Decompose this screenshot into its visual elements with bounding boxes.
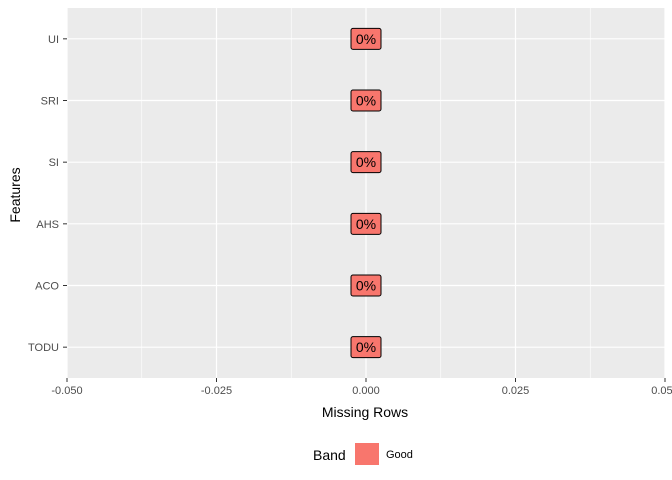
data-label-box bbox=[350, 27, 382, 50]
y-tick-label: AHS bbox=[36, 219, 59, 231]
x-tick-label: 0.050 bbox=[651, 385, 672, 397]
data-label-box bbox=[350, 212, 382, 235]
y-axis-title: Features bbox=[7, 167, 23, 222]
y-axis: UI SRI SI AHS ACO TODU bbox=[28, 34, 67, 354]
legend-key-good bbox=[355, 443, 379, 465]
data-label: 0% bbox=[356, 278, 376, 294]
y-tick-label: SI bbox=[49, 157, 59, 169]
y-tick-label: ACO bbox=[35, 281, 59, 293]
data-label: 0% bbox=[356, 154, 376, 170]
data-label-box bbox=[350, 151, 382, 174]
x-axis: -0.050 -0.025 0.000 0.025 0.050 bbox=[51, 378, 672, 397]
y-tick-label: SRI bbox=[41, 96, 59, 108]
minor-gridlines bbox=[141, 8, 591, 378]
data-label-box bbox=[350, 274, 382, 297]
data-labels: 0% 0% 0% 0% 0% 0% bbox=[350, 27, 382, 359]
x-tick-label: 0.000 bbox=[352, 385, 380, 397]
x-tick-label: -0.050 bbox=[51, 385, 82, 397]
x-axis-title: Missing Rows bbox=[322, 404, 408, 420]
data-label: 0% bbox=[356, 93, 376, 109]
legend-label-good: Good bbox=[386, 449, 413, 461]
x-tick-label: -0.025 bbox=[201, 385, 232, 397]
x-tick-label: 0.025 bbox=[502, 385, 530, 397]
legend: Band Good bbox=[313, 443, 413, 465]
y-tick-label: UI bbox=[48, 34, 59, 46]
data-label: 0% bbox=[356, 216, 376, 232]
y-tick-label: TODU bbox=[28, 342, 59, 354]
legend-title: Band bbox=[313, 447, 346, 463]
data-label: 0% bbox=[356, 339, 376, 355]
data-label: 0% bbox=[356, 31, 376, 47]
data-label-box bbox=[350, 336, 382, 359]
data-label-box bbox=[350, 89, 382, 112]
